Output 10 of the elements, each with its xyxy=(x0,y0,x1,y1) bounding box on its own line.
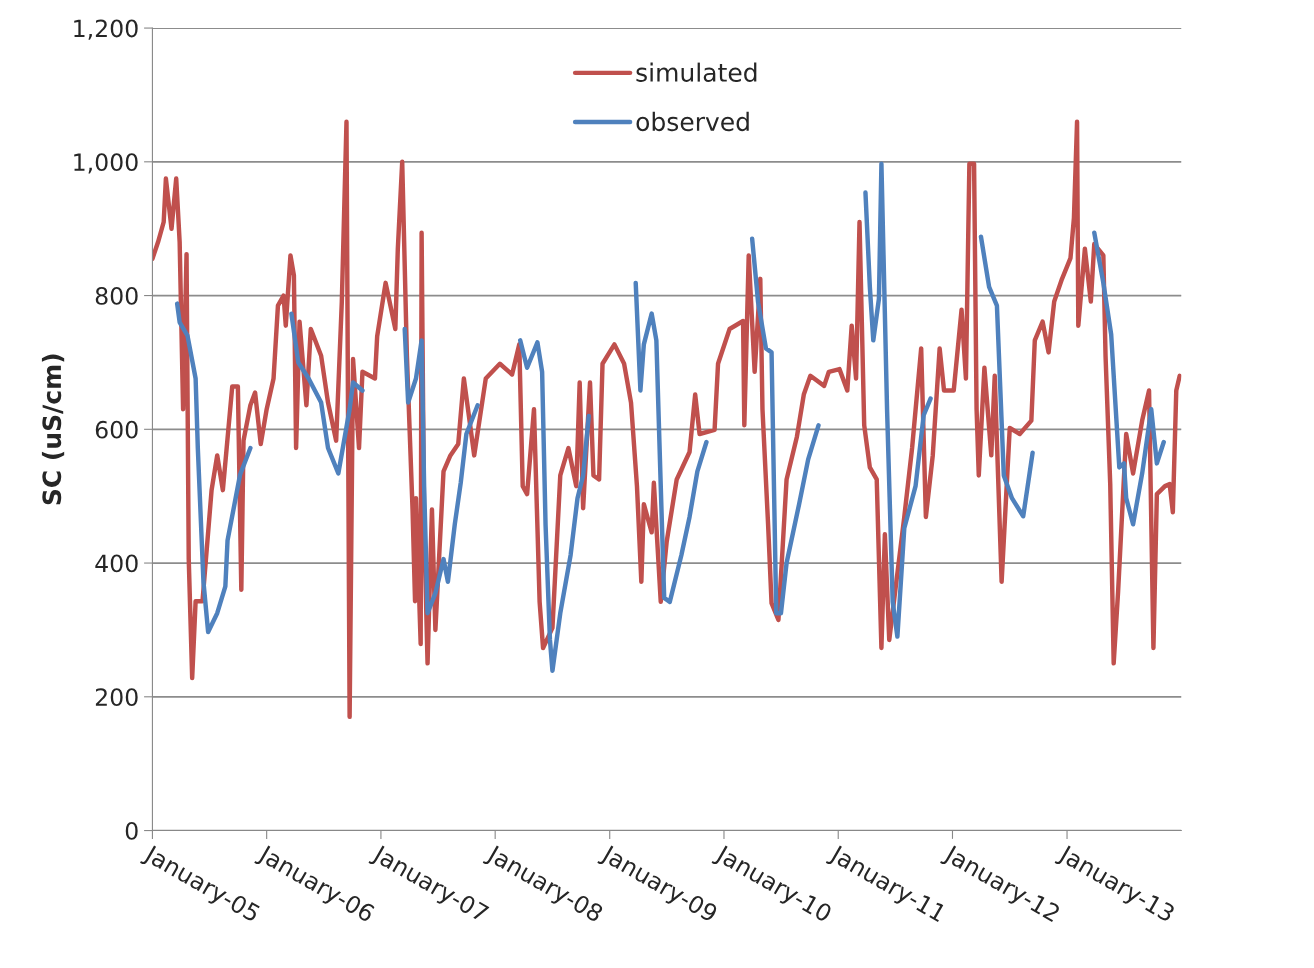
y-tick-label: 600 xyxy=(95,420,138,439)
y-tick-label: 1,200 xyxy=(74,19,138,40)
y-tick-label: 0 xyxy=(125,821,138,840)
legend-label: simulated xyxy=(636,62,757,82)
y-axis-title: SC (uS/cm) xyxy=(41,354,65,505)
legend-label: observed xyxy=(636,111,749,132)
y-tick-label: 1,000 xyxy=(74,153,138,174)
y-tick-label: 800 xyxy=(95,287,138,305)
y-tick-label: 400 xyxy=(95,554,138,573)
y-tick-label: 200 xyxy=(95,688,138,707)
